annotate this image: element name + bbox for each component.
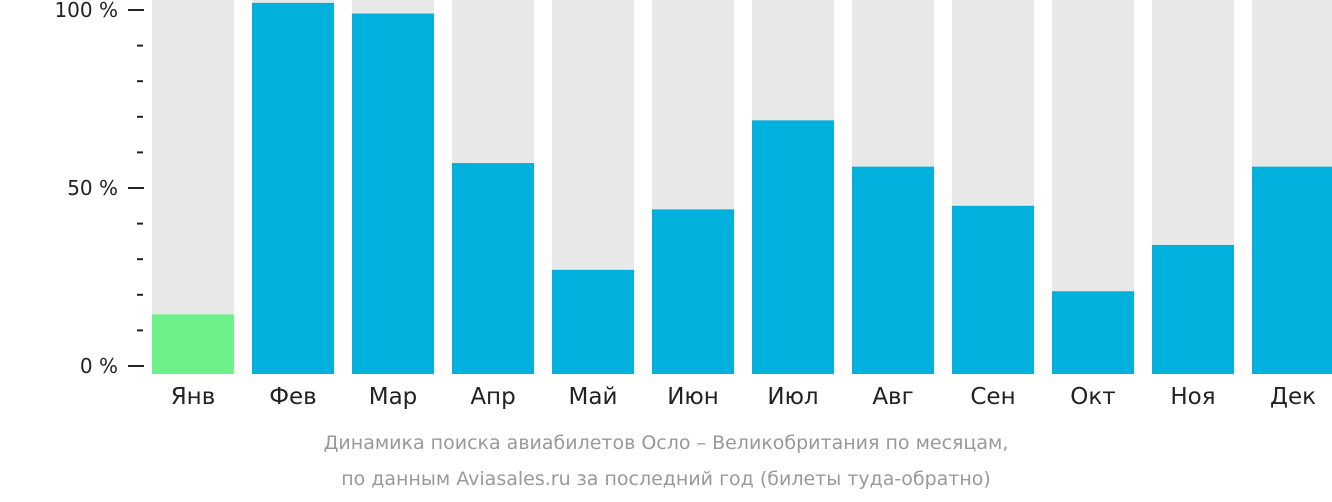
x-tick-label: Сен <box>970 384 1015 410</box>
x-axis-labels: Янв Фев Мар Апр Май Июн Июл Авг Сен Окт Ноя Дек <box>171 384 1316 410</box>
bar <box>652 209 734 374</box>
x-tick-label: Ноя <box>1170 384 1215 410</box>
bar-chart: 0 % 50 % 100 % Янв Фев Мар Апр Май Июн Июл Авг Сен… <box>54 0 1332 410</box>
bar <box>852 166 934 374</box>
x-tick-label: Июл <box>767 384 818 410</box>
x-tick-label: Май <box>569 384 618 410</box>
chart-caption-line-2: по данным Aviasales.ru за последний год … <box>341 468 991 490</box>
chart-caption-line-1: Динамика поиска авиабилетов Осло – Велик… <box>323 432 1009 454</box>
x-tick-label: Дек <box>1270 384 1316 410</box>
bar <box>952 205 1034 374</box>
x-tick-label: Янв <box>171 384 216 410</box>
bar <box>1152 244 1234 374</box>
x-tick-label: Фев <box>269 384 317 410</box>
y-axis: 0 % 50 % 100 % <box>54 0 144 378</box>
x-tick-label: Авг <box>872 384 913 410</box>
bar <box>352 13 434 375</box>
data-bars <box>152 2 1332 375</box>
y-tick-label: 50 % <box>67 176 118 200</box>
bar <box>552 269 634 374</box>
bar <box>152 314 234 374</box>
x-tick-label: Окт <box>1070 384 1115 410</box>
bar <box>252 2 334 374</box>
bar <box>1052 291 1134 374</box>
x-tick-label: Апр <box>470 384 515 410</box>
x-tick-label: Мар <box>369 384 418 410</box>
bar <box>452 163 534 374</box>
y-tick-label: 100 % <box>54 0 118 22</box>
bar <box>752 120 834 374</box>
x-tick-label: Июн <box>667 384 719 410</box>
bar-background <box>152 0 234 374</box>
y-tick-label: 0 % <box>80 354 118 378</box>
bar <box>1252 166 1332 374</box>
